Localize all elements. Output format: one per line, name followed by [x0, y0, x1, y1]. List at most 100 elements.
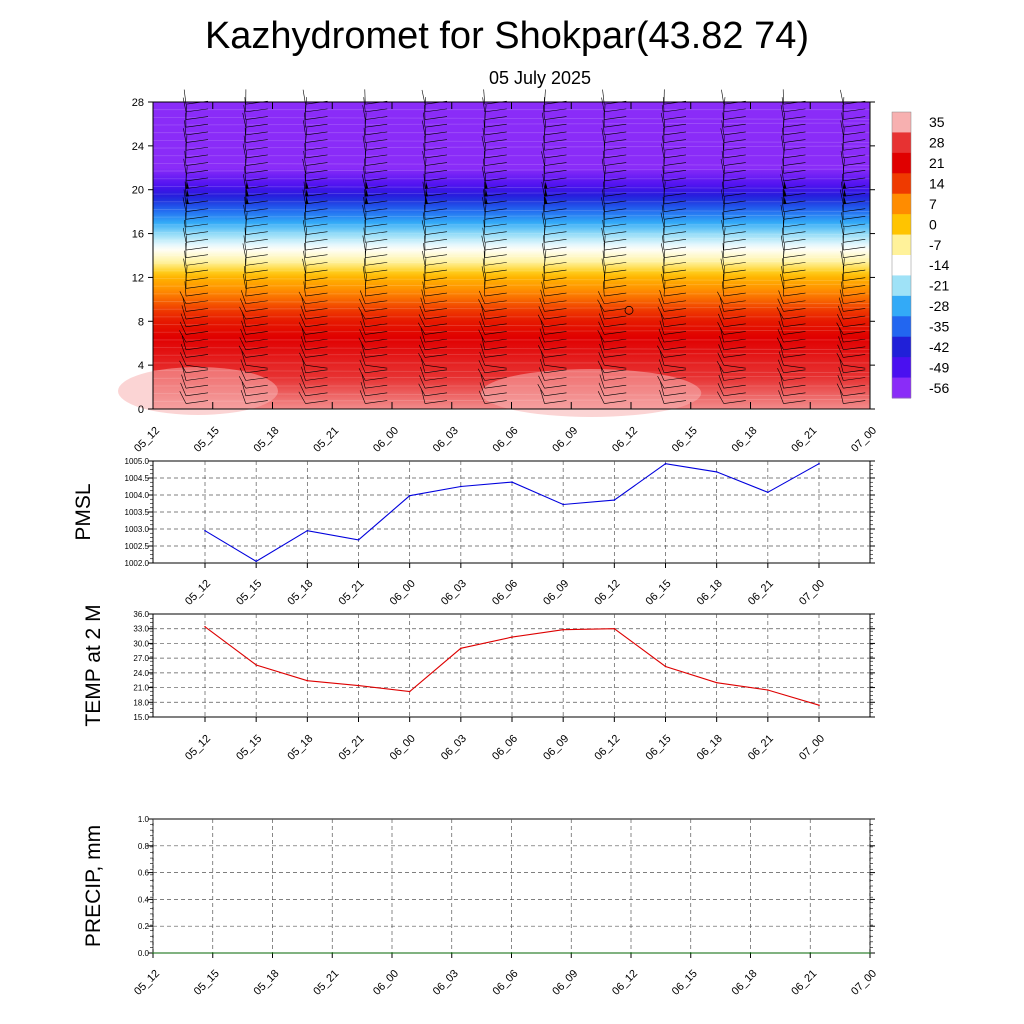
wind-barb-flag — [722, 181, 725, 197]
wind-pennant — [484, 196, 488, 204]
x-tick-label: 06_12 — [592, 578, 622, 608]
wind-pennant — [305, 181, 309, 189]
y-tick-label: 1005.0 — [125, 457, 150, 466]
wind-barb — [305, 146, 328, 151]
wind-barb — [245, 177, 268, 182]
wind-barb-flag — [537, 314, 545, 327]
wind-barb-flag — [243, 235, 247, 251]
wind-barb — [185, 131, 209, 136]
wind-barb-flag — [778, 351, 784, 366]
wind-barb — [843, 200, 866, 205]
wind-barb — [305, 246, 328, 251]
wind-barb — [185, 346, 209, 351]
wind-barb — [723, 254, 746, 258]
y-tick-label: 36.0 — [133, 610, 149, 619]
x-tick-label: 06_03 — [431, 425, 461, 455]
wind-barb-flag — [423, 204, 426, 220]
wind-barb — [663, 139, 687, 143]
wind-barb-flag — [663, 281, 666, 297]
calm-wind-marker — [624, 305, 634, 315]
wind-barb — [783, 146, 806, 151]
wind-barb-flag — [837, 314, 844, 327]
wind-barb — [424, 354, 448, 358]
y-tick-label: 30.0 — [133, 639, 149, 648]
y-tick-label: 1004.0 — [125, 491, 150, 500]
wind-barb-flag — [778, 290, 784, 304]
colorbar-swatch — [892, 112, 911, 133]
x-tick-label: 05_15 — [234, 733, 264, 763]
data-point — [562, 503, 564, 506]
wind-barb — [843, 384, 866, 389]
wind-barb — [604, 392, 627, 397]
wind-barb — [723, 208, 746, 212]
isotherm-line — [152, 352, 871, 356]
x-tick-label: 06_06 — [490, 733, 520, 763]
wind-barb-flag — [599, 374, 605, 389]
wind-barb — [185, 185, 209, 189]
wind-barb-flag — [777, 298, 784, 312]
wind-barb-flag — [420, 366, 426, 381]
isotherm-line — [152, 145, 871, 149]
wind-barb — [843, 338, 866, 343]
wind-barb — [245, 285, 268, 289]
wind-barb-flag — [363, 127, 366, 143]
wind-barb — [663, 377, 687, 381]
colorbar-label: -35 — [929, 319, 949, 335]
wind-barb — [544, 231, 567, 235]
wind-barb-flag — [245, 150, 247, 166]
wind-barb — [663, 131, 687, 136]
wind-barb — [484, 346, 507, 351]
wind-barb — [843, 292, 866, 297]
wind-barb — [544, 108, 567, 113]
wind-barb-flag — [542, 243, 545, 258]
wind-barb-flag — [842, 227, 845, 243]
wind-barb-flag — [359, 290, 366, 304]
wind-barb-flag — [359, 329, 366, 343]
wind-barb — [544, 239, 567, 243]
wind-barb-flag — [302, 220, 306, 235]
wind-barb — [783, 231, 806, 235]
wind-barb — [663, 254, 687, 258]
wind-barb — [185, 269, 209, 274]
wind-barb-flag — [185, 212, 187, 228]
colorbar-swatch — [892, 214, 911, 236]
wind-barb — [783, 116, 806, 120]
wind-barb-flag — [180, 382, 187, 396]
wind-barb-flag — [359, 359, 366, 373]
wind-barb — [544, 154, 567, 159]
wind-barb — [544, 331, 567, 335]
wind-barb — [365, 285, 388, 289]
wind-barb-flag — [842, 158, 845, 174]
colorbar-frame — [891, 111, 912, 399]
wind-barb — [424, 346, 448, 351]
wind-pennant — [245, 189, 249, 197]
wind-barb — [484, 239, 507, 243]
wind-barb-flag — [840, 181, 844, 197]
wind-barb-flag — [538, 306, 545, 320]
wind-barb — [723, 177, 746, 182]
wind-barb-flag — [184, 181, 187, 197]
wind-barb-flag — [537, 384, 545, 396]
wind-barb-flag — [842, 127, 845, 143]
wind-barb — [305, 231, 328, 235]
wind-barb-flag — [543, 166, 545, 181]
isotherm-line — [152, 375, 871, 379]
panel-frame — [152, 613, 871, 718]
data-point — [869, 952, 871, 954]
isotherm-line — [152, 260, 871, 264]
wind-barb — [484, 323, 507, 328]
wind-barb-flag — [241, 351, 247, 366]
wind-barb — [245, 300, 268, 305]
wind-barb — [604, 231, 627, 235]
wind-barb-flag — [602, 189, 605, 205]
wind-barb — [424, 169, 448, 174]
wind-pennant — [365, 196, 369, 204]
wind-barb-flag — [662, 235, 665, 251]
wind-barb-flag — [358, 337, 366, 350]
isotherm-line — [152, 209, 871, 212]
wind-barb-flag — [542, 204, 545, 220]
wind-barb — [484, 208, 507, 212]
wind-barb-flag — [842, 173, 844, 189]
wind-barb — [484, 139, 507, 143]
wind-barb — [604, 346, 627, 351]
